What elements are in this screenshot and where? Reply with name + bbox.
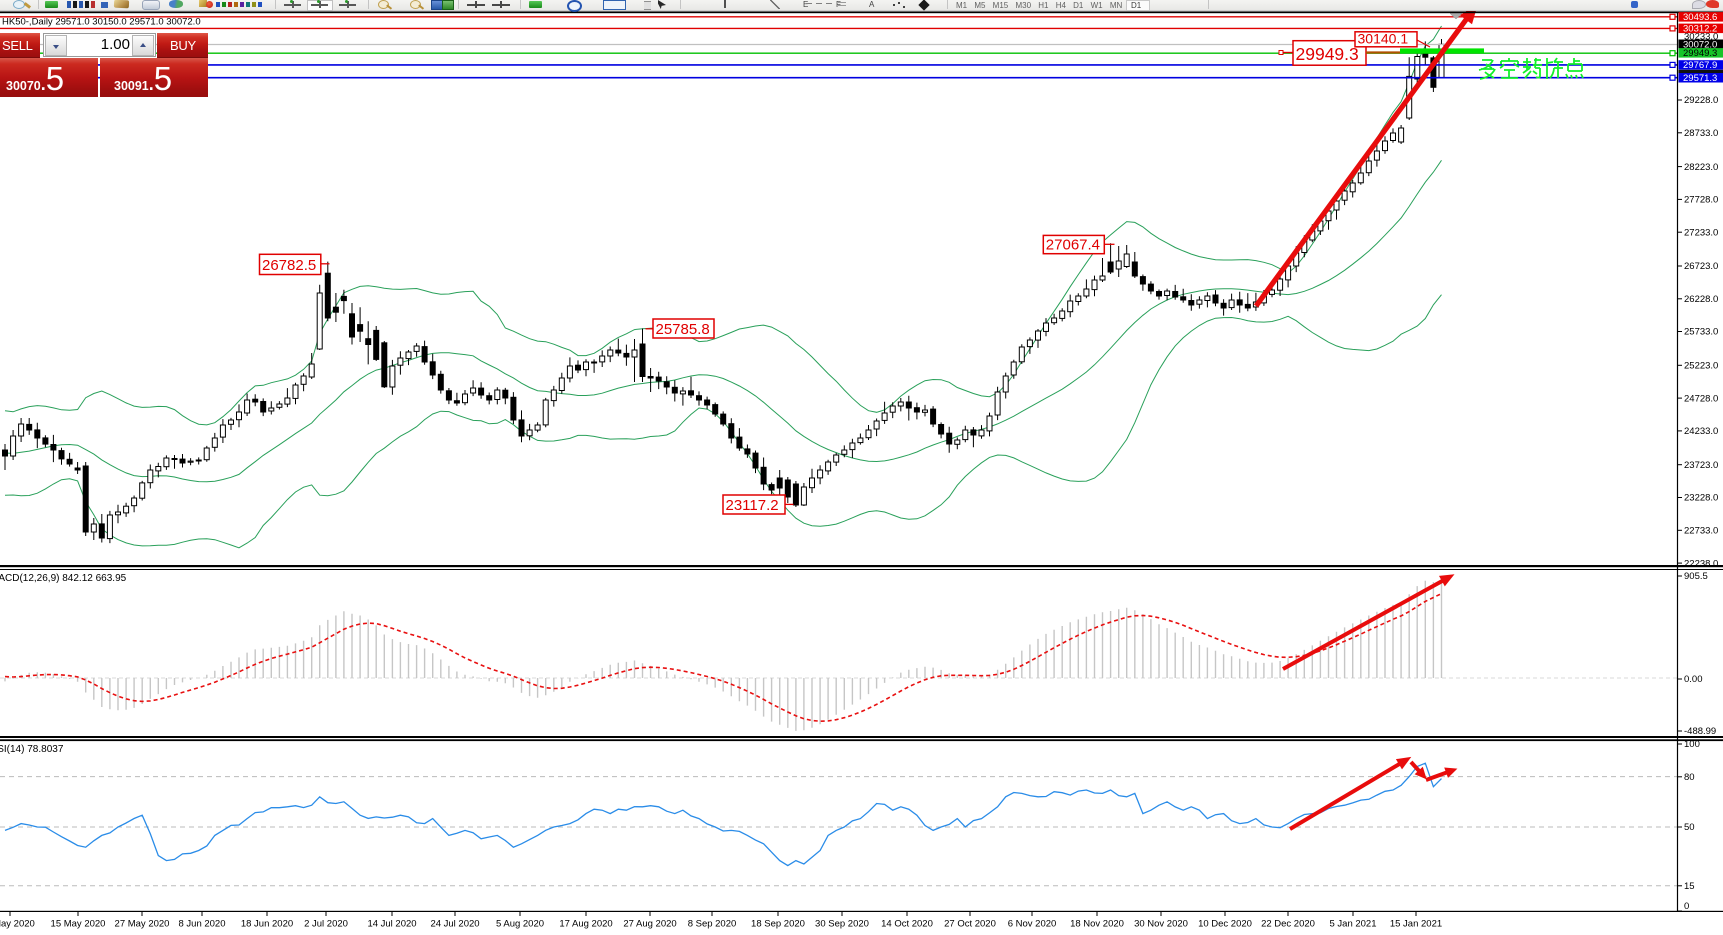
svg-text:8 Sep 2020: 8 Sep 2020 xyxy=(688,919,737,930)
svg-text:30140.1: 30140.1 xyxy=(1358,31,1409,47)
svg-text:29949.3: 29949.3 xyxy=(1296,44,1359,64)
svg-text:5 Aug 2020: 5 Aug 2020 xyxy=(496,919,544,930)
svg-text:RSI(14) 78.8037: RSI(14) 78.8037 xyxy=(0,744,64,755)
svg-text:5 Jan 2021: 5 Jan 2021 xyxy=(1329,919,1376,930)
svg-text:29949.3: 29949.3 xyxy=(1683,48,1717,59)
svg-text:14 Jul 2020: 14 Jul 2020 xyxy=(367,919,416,930)
svg-text:MACD(12,26,9) 842.12 663.95: MACD(12,26,9) 842.12 663.95 xyxy=(0,573,127,584)
svg-text:23117.2: 23117.2 xyxy=(726,497,779,514)
svg-text:HK50-,Daily 29571.0 30150.0 2: HK50-,Daily 29571.0 30150.0 29571.0 3007… xyxy=(2,17,201,28)
svg-text:17 Aug 2020: 17 Aug 2020 xyxy=(559,919,612,930)
svg-text:29228.0: 29228.0 xyxy=(1684,95,1718,106)
svg-text:26782.5: 26782.5 xyxy=(262,257,316,274)
svg-text:50: 50 xyxy=(1684,822,1695,833)
svg-text:27233.0: 27233.0 xyxy=(1684,227,1718,238)
svg-text:30 Nov 2020: 30 Nov 2020 xyxy=(1134,919,1188,930)
svg-text:100: 100 xyxy=(1684,739,1700,750)
svg-text:28223.0: 28223.0 xyxy=(1684,162,1718,173)
svg-text:0: 0 xyxy=(1684,901,1689,912)
svg-text:27 Aug 2020: 27 Aug 2020 xyxy=(623,919,676,930)
svg-text:-488.99: -488.99 xyxy=(1684,726,1716,737)
svg-text:27067.4: 27067.4 xyxy=(1046,237,1100,254)
svg-text:22733.0: 22733.0 xyxy=(1684,526,1718,537)
svg-text:0.00: 0.00 xyxy=(1684,674,1703,685)
svg-text:18 Nov 2020: 18 Nov 2020 xyxy=(1070,919,1124,930)
svg-text:24 Jul 2020: 24 Jul 2020 xyxy=(430,919,479,930)
svg-text:24728.0: 24728.0 xyxy=(1684,393,1718,404)
svg-text:26723.0: 26723.0 xyxy=(1684,261,1718,272)
svg-text:30312.2: 30312.2 xyxy=(1683,24,1717,35)
svg-text:4 May 2020: 4 May 2020 xyxy=(0,919,35,930)
svg-text:18 Sep 2020: 18 Sep 2020 xyxy=(751,919,805,930)
svg-text:15 May 2020: 15 May 2020 xyxy=(51,919,106,930)
svg-text:10 Dec 2020: 10 Dec 2020 xyxy=(1198,919,1252,930)
svg-text:25785.8: 25785.8 xyxy=(656,321,710,338)
svg-text:25223.0: 25223.0 xyxy=(1684,361,1718,372)
svg-text:30233.0: 30233.0 xyxy=(1684,32,1718,43)
svg-text:2 Jul 2020: 2 Jul 2020 xyxy=(304,919,348,930)
svg-text:27 Oct 2020: 27 Oct 2020 xyxy=(944,919,996,930)
svg-text:18 Jun 2020: 18 Jun 2020 xyxy=(241,919,293,930)
svg-text:28733.0: 28733.0 xyxy=(1684,128,1718,139)
svg-text:22 Dec 2020: 22 Dec 2020 xyxy=(1261,919,1315,930)
svg-text:26228.0: 26228.0 xyxy=(1684,294,1718,305)
svg-text:23228.0: 23228.0 xyxy=(1684,493,1718,504)
svg-text:14 Oct 2020: 14 Oct 2020 xyxy=(881,919,933,930)
svg-text:27 May 2020: 27 May 2020 xyxy=(115,919,170,930)
svg-text:23723.0: 23723.0 xyxy=(1684,460,1718,471)
svg-text:15 Jan 2021: 15 Jan 2021 xyxy=(1390,919,1442,930)
svg-text:24233.0: 24233.0 xyxy=(1684,426,1718,437)
svg-text:30493.6: 30493.6 xyxy=(1683,12,1717,23)
svg-text:30 Sep 2020: 30 Sep 2020 xyxy=(815,919,869,930)
svg-text:6 Nov 2020: 6 Nov 2020 xyxy=(1008,919,1057,930)
svg-text:27728.0: 27728.0 xyxy=(1684,195,1718,206)
svg-text:905.5: 905.5 xyxy=(1684,571,1708,582)
svg-text:80: 80 xyxy=(1684,772,1695,783)
svg-text:29767.9: 29767.9 xyxy=(1683,60,1717,71)
svg-text:25733.0: 25733.0 xyxy=(1684,327,1718,338)
svg-text:30072.0: 30072.0 xyxy=(1683,40,1717,51)
svg-text:29571.3: 29571.3 xyxy=(1683,73,1717,84)
svg-text:15: 15 xyxy=(1684,881,1695,892)
svg-text:22238.0: 22238.0 xyxy=(1684,558,1718,569)
svg-text:8 Jun 2020: 8 Jun 2020 xyxy=(178,919,225,930)
